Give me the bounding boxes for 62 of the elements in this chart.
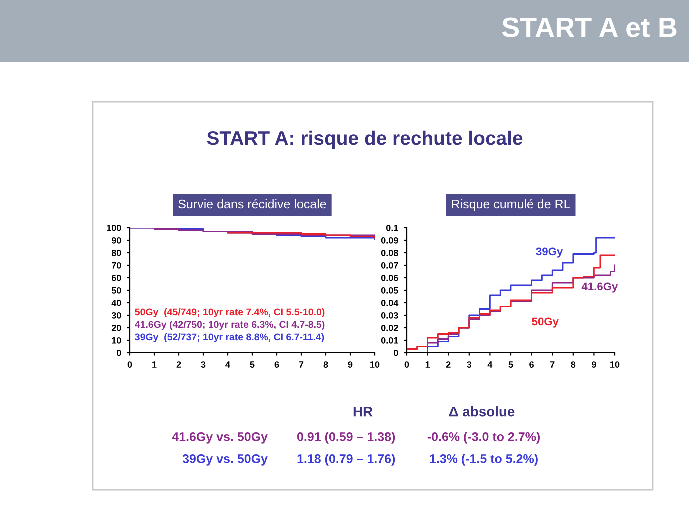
series-label: 39Gy xyxy=(536,248,564,258)
y-tick-label: 80 xyxy=(112,250,122,256)
y-tick-label: 0.05 xyxy=(381,287,398,294)
y-tick-label: 0.09 xyxy=(381,237,398,244)
text: 1.18 (0.79 – 1.76) xyxy=(298,454,396,466)
text: 0.91 (0.59 – 1.38) xyxy=(297,432,396,444)
y-tick-label: 20 xyxy=(112,324,122,332)
y-tick-label: 0.1 xyxy=(386,224,398,232)
x-tick-label: 7 xyxy=(550,362,555,368)
x-tick-label: 8 xyxy=(571,362,576,368)
series-label: 50Gy xyxy=(532,318,559,328)
y-tick-label: 0.02 xyxy=(381,324,398,332)
x-tick-label: 3 xyxy=(467,362,472,368)
text: 50Gy (45/749; 10yr rate 7.4%, CI 5.5-10.0) xyxy=(135,308,325,318)
y-tick-label: 10 xyxy=(112,337,122,344)
x-tick-label: 4 xyxy=(488,362,493,368)
x-tick-label: 9 xyxy=(592,362,596,368)
x-tick-label: 4 xyxy=(226,362,230,368)
x-tick-label: 9 xyxy=(348,362,353,368)
x-tick-label: 0 xyxy=(128,362,132,368)
x-tick-label: 5 xyxy=(250,362,255,368)
x-tick-label: 1 xyxy=(426,362,430,368)
y-tick-label: 0.01 xyxy=(381,337,398,344)
text: -0.6% (-3.0 to 2.7%) xyxy=(428,432,540,444)
x-tick-label: 7 xyxy=(299,362,304,368)
text: 39Gy vs. 50Gy xyxy=(182,454,268,466)
text: START A: risque de rechute locale xyxy=(207,130,523,150)
x-tick-label: 2 xyxy=(446,362,451,368)
y-tick-label: 100 xyxy=(107,224,122,232)
y-tick-label: 0.06 xyxy=(381,274,398,282)
text: START A et B xyxy=(502,18,677,38)
y-tick-label: 50 xyxy=(112,287,122,294)
y-tick-label: 0.08 xyxy=(381,250,398,256)
x-tick-label: 10 xyxy=(370,362,380,368)
y-tick-label: 0 xyxy=(117,350,122,356)
y-tick-label: 60 xyxy=(112,274,122,282)
y-tick-label: 70 xyxy=(112,262,122,269)
text: 41.6Gy vs. 50Gy xyxy=(172,432,268,444)
x-tick-label: 6 xyxy=(530,362,534,368)
x-tick-label: 1 xyxy=(152,362,157,368)
x-tick-label: 3 xyxy=(201,362,206,368)
y-tick-label: 0.07 xyxy=(381,262,398,269)
text: 41.6Gy (42/750; 10yr rate 6.3%, CI 4.7-8.5) xyxy=(135,320,325,330)
x-tick-label: 5 xyxy=(508,362,514,368)
y-tick-label: 0.03 xyxy=(381,312,398,319)
chart-title: Survie dans récidive locale xyxy=(178,199,326,209)
y-tick-label: 30 xyxy=(112,312,122,319)
x-tick-label: 0 xyxy=(404,362,410,368)
x-tick-label: 8 xyxy=(324,362,328,368)
x-tick-label: 6 xyxy=(274,362,280,368)
text: Δ absolue xyxy=(449,406,515,417)
chart-title: Risque cumulé de RL xyxy=(452,199,570,212)
y-tick-label: 40 xyxy=(112,300,122,306)
text: 1.3% (-1.5 to 5.2%) xyxy=(430,454,538,466)
y-tick-label: 90 xyxy=(112,237,122,244)
x-tick-label: 2 xyxy=(176,362,182,368)
series-label: 41.6Gy xyxy=(582,282,618,293)
text: HR xyxy=(354,407,373,417)
x-tick-label: 10 xyxy=(610,362,620,368)
text: 39Gy (52/737; 10yr rate 8.8%, CI 6.7-11.4) xyxy=(135,333,324,343)
y-tick-label: 0.04 xyxy=(381,300,399,306)
y-tick-label: 0 xyxy=(394,350,398,356)
